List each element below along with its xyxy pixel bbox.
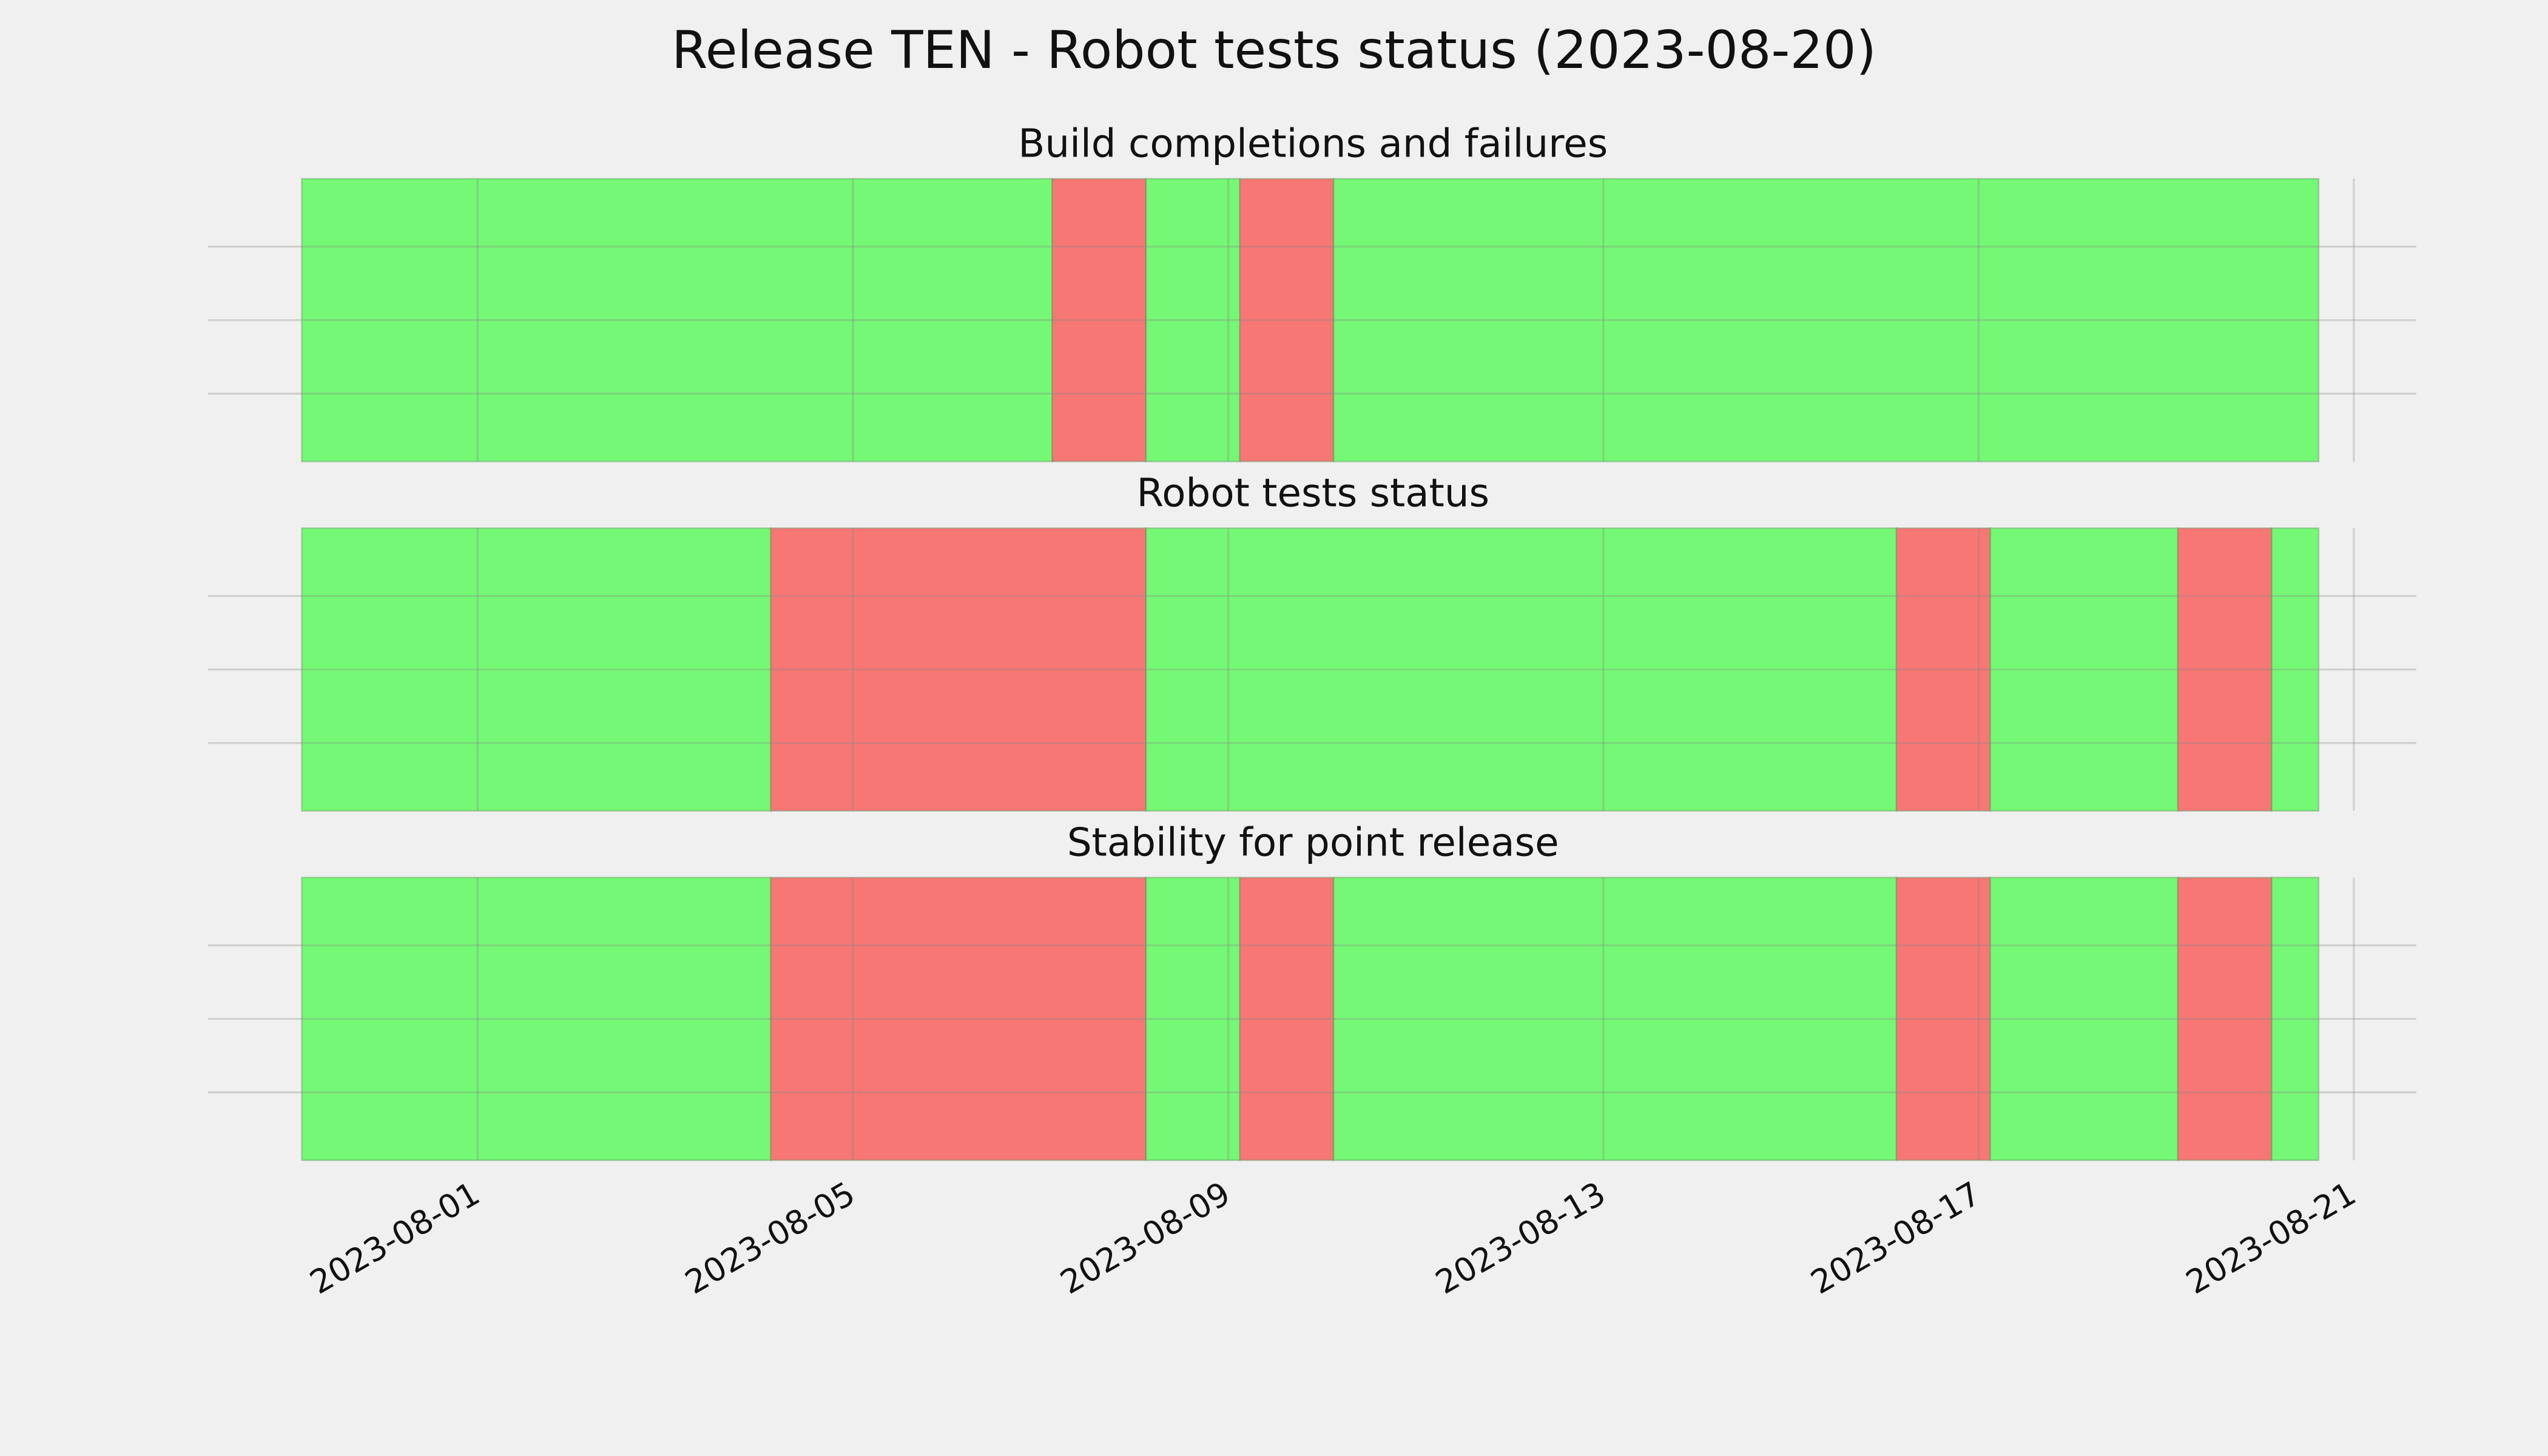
status-span xyxy=(2177,527,2273,812)
status-span xyxy=(1895,877,1992,1161)
status-span xyxy=(1145,877,1241,1161)
status-span xyxy=(1145,178,1241,463)
status-span xyxy=(1989,877,2179,1161)
panel-title: Build completions and failures xyxy=(1018,121,1608,167)
status-span xyxy=(301,527,772,812)
status-span xyxy=(301,877,772,1161)
panel-title: Stability for point release xyxy=(1067,820,1559,865)
status-span xyxy=(1239,877,1335,1161)
status-span xyxy=(1239,178,1335,463)
status-span xyxy=(1333,178,2320,463)
status-span xyxy=(1051,178,1147,463)
status-span xyxy=(1989,527,2179,812)
status-span xyxy=(1333,877,1898,1161)
status-span xyxy=(1895,527,1992,812)
status-span xyxy=(1145,527,1898,812)
status-span xyxy=(770,877,1147,1161)
chart-title: Release TEN - Robot tests status (2023-0… xyxy=(672,20,1876,81)
status-span xyxy=(301,178,1053,463)
status-span xyxy=(770,527,1147,812)
status-span xyxy=(2177,877,2273,1161)
status-span xyxy=(2271,527,2320,812)
panel-title: Robot tests status xyxy=(1136,471,1489,516)
status-span xyxy=(2271,877,2320,1161)
